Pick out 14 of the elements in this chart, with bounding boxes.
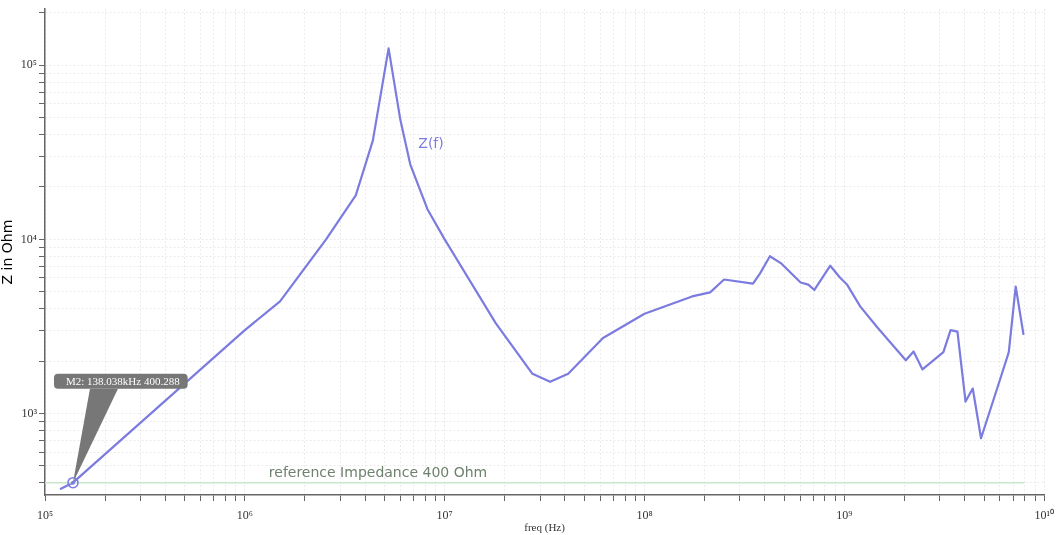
x-tick-label: 10⁸ <box>636 508 653 523</box>
x-tick-label: 10⁵ <box>36 508 54 523</box>
x-axis-title: freq (Hz) <box>524 521 566 535</box>
x-tick-label: 10¹⁰ <box>1034 508 1055 523</box>
series-label: Z(f) <box>418 135 444 152</box>
y-tick-label: 10³ <box>21 405 38 420</box>
x-tick-label: 10⁷ <box>436 508 453 523</box>
x-tick-label: 10⁹ <box>836 508 853 523</box>
y-axis-title: Z in Ohm <box>0 219 16 285</box>
x-tick-label: 10⁶ <box>236 508 253 523</box>
ref-line-label: reference Impedance 400 Ohm <box>268 464 488 481</box>
annotation: M2: 138.038kHz 400.288 <box>65 375 181 388</box>
y-tick-label: 10⁵ <box>20 57 37 72</box>
y-tick-label: 10⁴ <box>20 231 37 246</box>
